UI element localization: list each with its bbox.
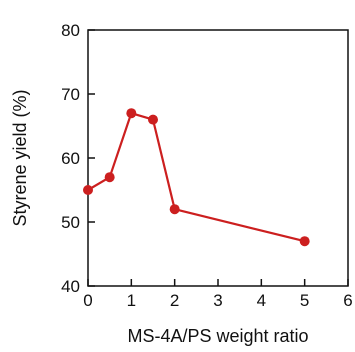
y-axis-title: Styrene yield (%) [10,89,30,226]
y-tick-label: 60 [61,149,80,168]
y-tick-label: 70 [61,85,80,104]
data-point [169,204,180,215]
data-point [83,185,93,195]
data-point [104,172,115,183]
y-tick-label: 80 [61,21,80,40]
data-point [299,236,310,247]
x-axis: 0 1 2 3 4 5 6 [83,279,353,310]
x-axis-title: MS-4A/PS weight ratio [127,326,308,346]
x-tick-label: 0 [83,291,92,310]
x-tick-label: 5 [300,291,309,310]
y-tick-label: 40 [61,277,80,296]
series-layer [83,108,310,247]
x-tick-label: 3 [213,291,222,310]
x-tick-label: 2 [170,291,179,310]
y-axis: 40 50 60 70 80 [61,21,95,296]
x-tick-label: 6 [343,291,352,310]
y-tick-label: 50 [61,213,80,232]
data-point [148,114,158,125]
data-point [126,108,137,119]
x-tick-label: 4 [257,291,266,310]
series-line [87,112,305,243]
x-tick-label: 1 [127,291,136,310]
plot-frame [87,29,349,287]
